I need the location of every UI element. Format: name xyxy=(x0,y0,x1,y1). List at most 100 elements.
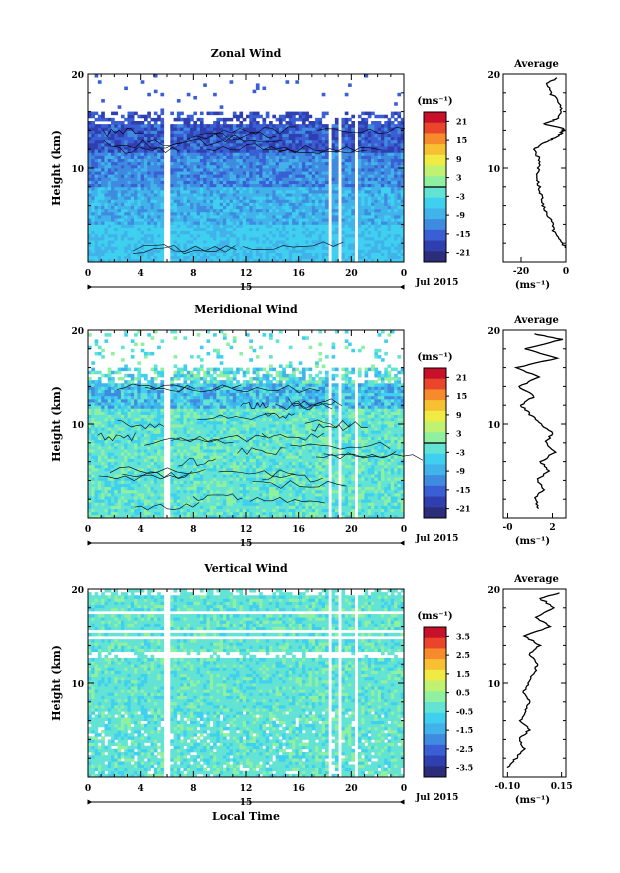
heatmap-cell xyxy=(94,136,99,141)
heatmap-cell xyxy=(94,196,99,200)
heatmap-cell xyxy=(193,124,198,128)
heatmap-cell xyxy=(236,149,240,153)
heatmap-cell xyxy=(308,152,313,156)
heatmap-cell xyxy=(153,236,158,241)
heatmap-cell xyxy=(101,139,105,144)
heatmap-cell xyxy=(364,252,369,257)
heatmap-cell xyxy=(107,227,112,232)
heatmap-cell xyxy=(107,161,112,166)
heatmap-cell xyxy=(88,433,92,437)
heatmap-cell xyxy=(252,249,257,253)
heatmap-cell xyxy=(292,189,296,194)
heatmap-cell xyxy=(315,211,319,216)
heatmap-cell xyxy=(265,243,270,247)
heatmap-cell xyxy=(394,158,398,163)
heatmap-cell xyxy=(130,136,135,141)
heatmap-cell xyxy=(364,258,369,263)
heatmap-cell xyxy=(213,199,217,203)
heatmap-cell xyxy=(262,168,267,172)
heatmap-cell xyxy=(341,130,346,134)
heatmap-cell xyxy=(199,180,204,185)
heatmap-cell xyxy=(130,139,135,144)
heatmap-cell xyxy=(137,243,142,247)
heatmap-cell xyxy=(348,136,352,141)
heatmap-cell xyxy=(374,114,379,119)
heatmap-cell xyxy=(371,218,375,222)
heatmap-cell xyxy=(88,224,92,228)
heatmap-cell xyxy=(130,211,135,216)
heatmap-cell xyxy=(229,221,234,225)
heatmap-cell xyxy=(259,243,263,247)
heatmap-cell xyxy=(150,202,155,206)
heatmap-cell xyxy=(209,240,214,244)
heatmap-cell xyxy=(120,345,125,350)
heatmap-cell xyxy=(91,386,95,390)
heatmap-cell xyxy=(193,236,198,241)
heatmap-cell xyxy=(157,130,161,134)
heatmap-cell xyxy=(384,246,388,250)
heatmap-cell xyxy=(265,114,270,119)
heatmap-cell xyxy=(357,249,362,253)
heatmap-cell xyxy=(127,221,132,225)
heatmap-cell xyxy=(265,230,270,235)
heatmap-cell xyxy=(196,136,201,141)
heatmap-cell xyxy=(246,224,250,228)
heatmap-cell xyxy=(357,199,362,203)
heatmap-cell xyxy=(380,205,385,210)
heatmap-cell xyxy=(176,186,181,191)
heatmap-cell xyxy=(334,127,339,131)
heatmap-cell xyxy=(97,483,102,488)
heatmap-cell xyxy=(130,124,135,128)
heatmap-cell xyxy=(183,215,188,219)
heatmap-cell xyxy=(117,183,122,188)
heatmap-cell xyxy=(222,240,227,244)
heatmap-cell xyxy=(357,133,362,138)
heatmap-cell xyxy=(305,224,309,228)
heatmap-cell xyxy=(361,196,365,200)
heatmap-cell xyxy=(400,193,405,197)
heatmap-cell xyxy=(232,168,237,172)
heatmap-cell xyxy=(97,408,102,412)
heatmap-cell xyxy=(173,130,178,134)
heatmap-cell xyxy=(111,389,115,394)
heatmap-cell xyxy=(88,124,92,128)
heatmap-cell xyxy=(134,133,138,138)
heatmap-cell xyxy=(147,221,151,225)
heatmap-cell xyxy=(101,136,105,141)
heatmap-cell xyxy=(226,211,230,216)
heatmap-cell xyxy=(285,199,290,203)
heatmap-cell xyxy=(193,139,198,144)
heatmap-cell xyxy=(325,240,329,244)
heatmap-cell xyxy=(249,236,253,241)
heatmap-cell xyxy=(374,164,379,169)
heatmap-cell xyxy=(226,196,230,200)
heatmap-cell xyxy=(331,155,336,159)
heatmap-cell xyxy=(222,136,227,141)
heatmap-cell xyxy=(239,149,244,153)
heatmap-cell xyxy=(183,252,188,257)
heatmap-cell xyxy=(143,205,148,210)
heatmap-cell xyxy=(275,233,280,238)
heatmap-cell xyxy=(242,186,247,191)
heatmap-cell xyxy=(111,377,115,381)
heatmap-cell xyxy=(101,445,105,450)
heatmap-cell xyxy=(236,186,240,191)
heatmap-cell xyxy=(282,133,286,138)
heatmap-cell xyxy=(374,180,379,185)
heatmap-cell xyxy=(321,199,326,203)
heatmap-cell xyxy=(88,477,92,481)
heatmap-cell xyxy=(147,171,151,175)
heatmap-cell xyxy=(275,211,280,216)
heatmap-cell xyxy=(117,477,122,481)
heatmap-cell xyxy=(97,183,102,188)
heatmap-cell xyxy=(196,180,201,185)
heatmap-cell xyxy=(219,236,224,241)
heatmap-cell xyxy=(127,189,132,194)
heatmap-cell xyxy=(357,164,362,169)
heatmap-cell xyxy=(88,408,92,412)
heatmap-cell xyxy=(265,189,270,194)
heatmap-cell xyxy=(111,208,115,213)
heatmap-cell xyxy=(183,224,188,228)
heatmap-cell xyxy=(140,193,145,197)
heatmap-cell xyxy=(94,402,99,406)
